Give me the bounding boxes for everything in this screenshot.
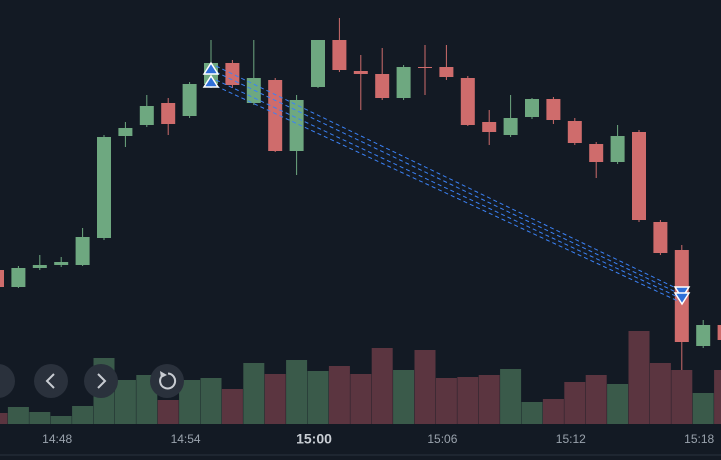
x-tick-label: 15:18 [684, 432, 714, 446]
volume-bar [521, 402, 543, 424]
nav-controls [0, 364, 184, 398]
volume-bar [692, 393, 714, 424]
candle-body [75, 237, 90, 265]
volume-bar [649, 363, 671, 424]
candle-body [161, 103, 176, 124]
volume-bar [393, 370, 415, 424]
candle-body [182, 84, 197, 116]
volume-bar [371, 348, 393, 424]
reset-button[interactable] [150, 364, 184, 398]
volume-layer [0, 331, 721, 424]
trade-line [215, 65, 681, 291]
volume-bar [500, 369, 522, 424]
candle-body [225, 63, 240, 85]
trade-markers [202, 61, 691, 306]
volume-bar [29, 412, 51, 424]
volume-bar [179, 380, 201, 424]
left-icon [45, 373, 55, 389]
candle-body [439, 67, 454, 77]
trade-line [215, 79, 681, 299]
volume-bar [328, 366, 350, 424]
x-tick-label: 15:06 [427, 432, 457, 446]
candle-layer [0, 18, 721, 370]
volume-bar [200, 378, 222, 424]
volume-bar [564, 382, 586, 424]
candle-body [97, 137, 111, 238]
time-axis: 14:48 14:54 15:00 15:06 15:12 15:18 [42, 431, 714, 447]
scroll-right-button[interactable] [84, 364, 118, 398]
candle-body [503, 118, 518, 135]
volume-bar [671, 370, 693, 424]
x-tick-label: 14:54 [171, 432, 201, 446]
volume-bar [714, 370, 721, 424]
sell-marker [673, 292, 691, 306]
candle-body [653, 222, 668, 253]
candle-body [632, 132, 646, 220]
x-tick-label: 15:12 [556, 432, 586, 446]
candle-body [546, 99, 561, 120]
volume-bar [457, 377, 479, 424]
right-icon [97, 373, 107, 389]
nav-button[interactable] [0, 364, 15, 398]
candle-body [11, 268, 26, 287]
volume-bar [0, 413, 8, 424]
volume-bar [585, 375, 607, 424]
candle-body [32, 265, 47, 268]
scroll-left-button[interactable] [34, 364, 68, 398]
buy-marker [202, 61, 220, 75]
candle-body [589, 144, 604, 162]
candle-body [353, 71, 368, 74]
candle-body [311, 40, 325, 87]
candle-body [0, 270, 4, 287]
volume-bar [628, 331, 650, 424]
volume-bar [307, 371, 329, 424]
volume-bar [114, 380, 136, 424]
candle-body [482, 122, 497, 132]
volume-bar [7, 407, 29, 424]
trade-line [215, 71, 681, 295]
volume-bar [264, 374, 286, 424]
volume-bar [414, 350, 436, 424]
candle-body [460, 78, 475, 125]
volume-bar [72, 406, 94, 424]
candle-body [418, 67, 432, 68]
trade-line [215, 85, 681, 303]
candle-body [610, 136, 625, 162]
volume-bar [50, 416, 72, 424]
candle-body [375, 74, 390, 98]
candle-body [696, 325, 711, 346]
volume-bar [607, 384, 629, 424]
candle-body [396, 67, 411, 98]
volume-bar [350, 374, 372, 424]
trade-lines [215, 65, 681, 303]
volume-bar [221, 389, 243, 424]
candle-body [139, 106, 154, 125]
candle-body [54, 262, 69, 265]
candle-body [567, 121, 582, 143]
volume-bar [286, 360, 308, 424]
volume-bar [542, 399, 564, 424]
buy-marker [202, 74, 220, 88]
x-tick-label: 15:00 [296, 431, 332, 447]
candle-body [118, 128, 133, 136]
x-tick-label: 14:48 [42, 432, 72, 446]
volume-bar [478, 375, 500, 424]
candle-body [717, 325, 721, 340]
reset-icon [159, 372, 177, 390]
volume-bar [435, 378, 457, 424]
reset-arrow [160, 371, 167, 378]
candle-body [525, 99, 539, 117]
volume-bar [243, 363, 265, 424]
candle-body [268, 80, 283, 151]
candle-body [332, 40, 347, 70]
volume-bar [157, 400, 179, 424]
